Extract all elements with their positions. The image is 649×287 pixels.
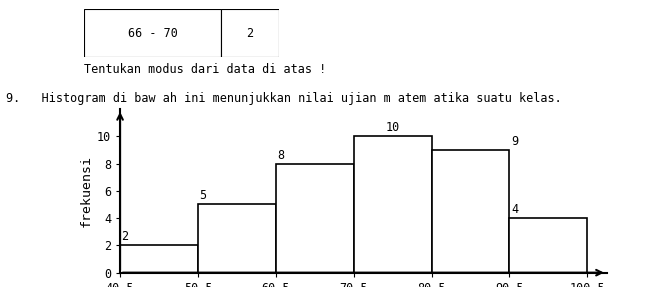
Bar (432, 150, 509, 273)
Bar (198, 204, 276, 273)
Text: 2: 2 (247, 26, 253, 40)
Bar (221, 9, 279, 57)
Bar (120, 245, 198, 273)
Text: 5: 5 (199, 189, 206, 202)
Text: 9.   Histogram di baw ah ini menunjukkan nilai ujian m atem atika suatu kelas.: 9. Histogram di baw ah ini menunjukkan n… (6, 92, 562, 105)
Text: 4: 4 (511, 203, 518, 216)
Text: 2: 2 (121, 230, 129, 243)
Text: 10: 10 (386, 121, 400, 134)
Y-axis label: frekuensi: frekuensi (80, 155, 93, 227)
Text: 9: 9 (511, 135, 518, 148)
Bar (276, 164, 354, 273)
Bar (509, 218, 587, 273)
Text: 8: 8 (277, 149, 284, 162)
Text: Tentukan modus dari data di atas !: Tentukan modus dari data di atas ! (84, 63, 326, 76)
Bar (354, 136, 432, 273)
Bar (84, 9, 221, 57)
Text: 66 - 70: 66 - 70 (128, 26, 177, 40)
